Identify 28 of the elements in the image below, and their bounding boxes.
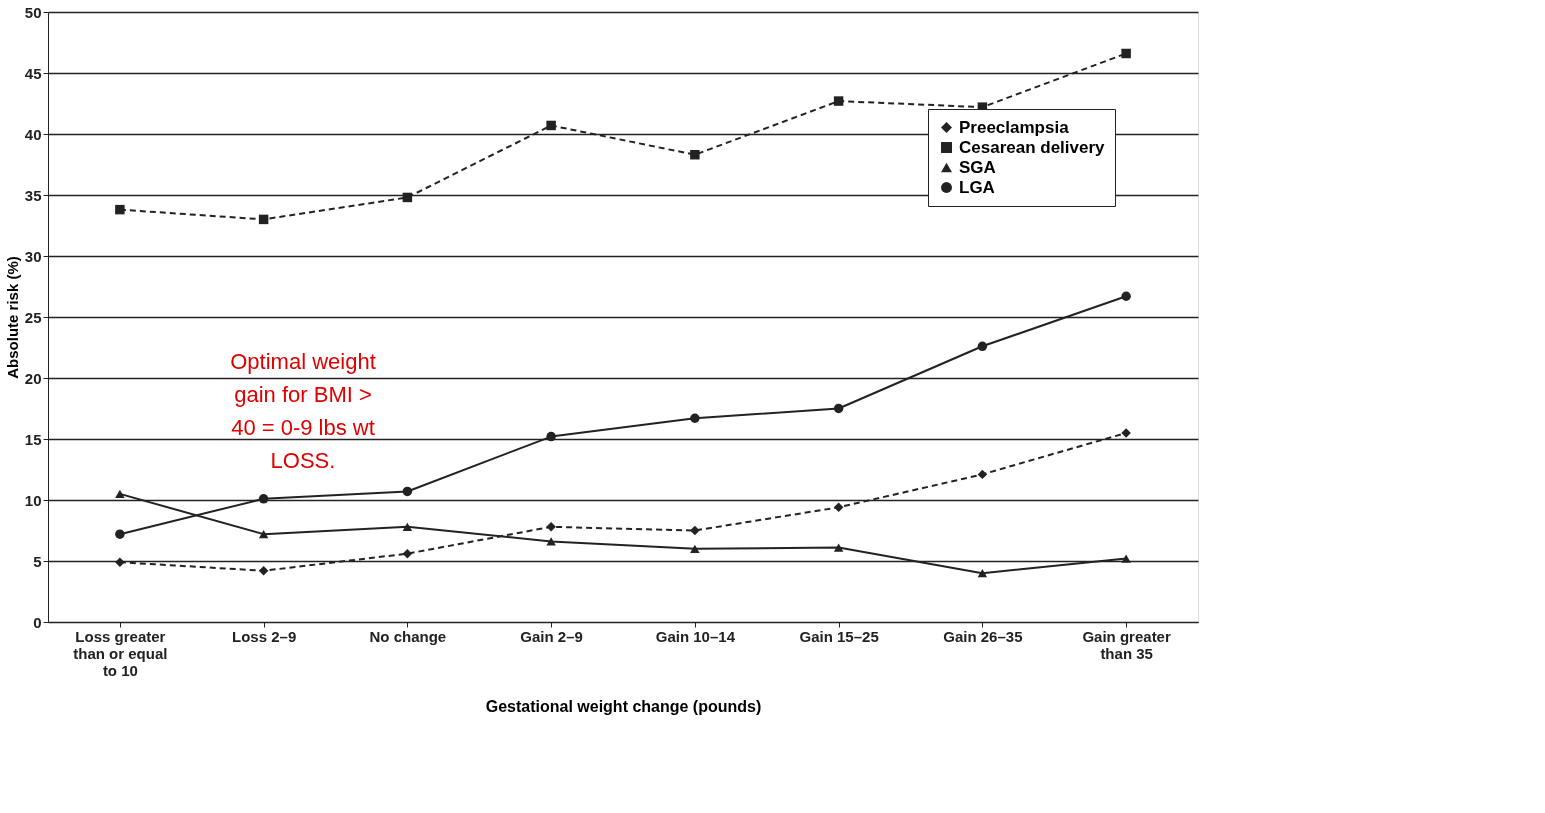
point (1121, 48, 1131, 59)
y-tick-label: 50 (24, 3, 42, 21)
y-tick-label: 25 (24, 308, 42, 326)
y-axis-title: Absolute risk (%) (3, 256, 21, 379)
x-tick-label: Gain 10–14 (655, 627, 736, 645)
y-tick-label: 10 (24, 491, 42, 509)
y-tick-label: 30 (24, 247, 42, 265)
x-tick-label: Loss greater than or equal to 10 (73, 627, 168, 679)
legend-label: SGA (959, 157, 996, 177)
y-tick-label: 5 (33, 552, 42, 570)
x-tick-label: Gain greater than 35 (1082, 627, 1171, 662)
legend-label: LGA (959, 177, 995, 197)
y-tick-label: 35 (24, 186, 42, 204)
y-tick-label: 15 (24, 430, 42, 448)
x-tick-label: No change (369, 627, 447, 645)
point (1121, 554, 1131, 563)
y-tick-label: 40 (24, 125, 42, 143)
y-tick-label: 0 (33, 613, 42, 631)
x-tick-label: Gain 2–9 (520, 627, 583, 645)
x-axis-title: Gestational weight change (pounds) (485, 697, 762, 715)
x-tick-label: Gain 15–25 (799, 627, 879, 645)
y-tick-label: 20 (24, 369, 42, 387)
x-tick-label: Loss 2–9 (232, 627, 297, 645)
annotation: Optimal weight gain for BMI > 40 = 0-9 lbs wt LOSS. (230, 349, 376, 473)
legend-label: Preeclampsia (959, 117, 1070, 137)
legend-label: Cesarean delivery (959, 137, 1106, 157)
y-tick-label: 45 (24, 64, 42, 82)
x-tick-label: Gain 26–35 (943, 627, 1023, 645)
